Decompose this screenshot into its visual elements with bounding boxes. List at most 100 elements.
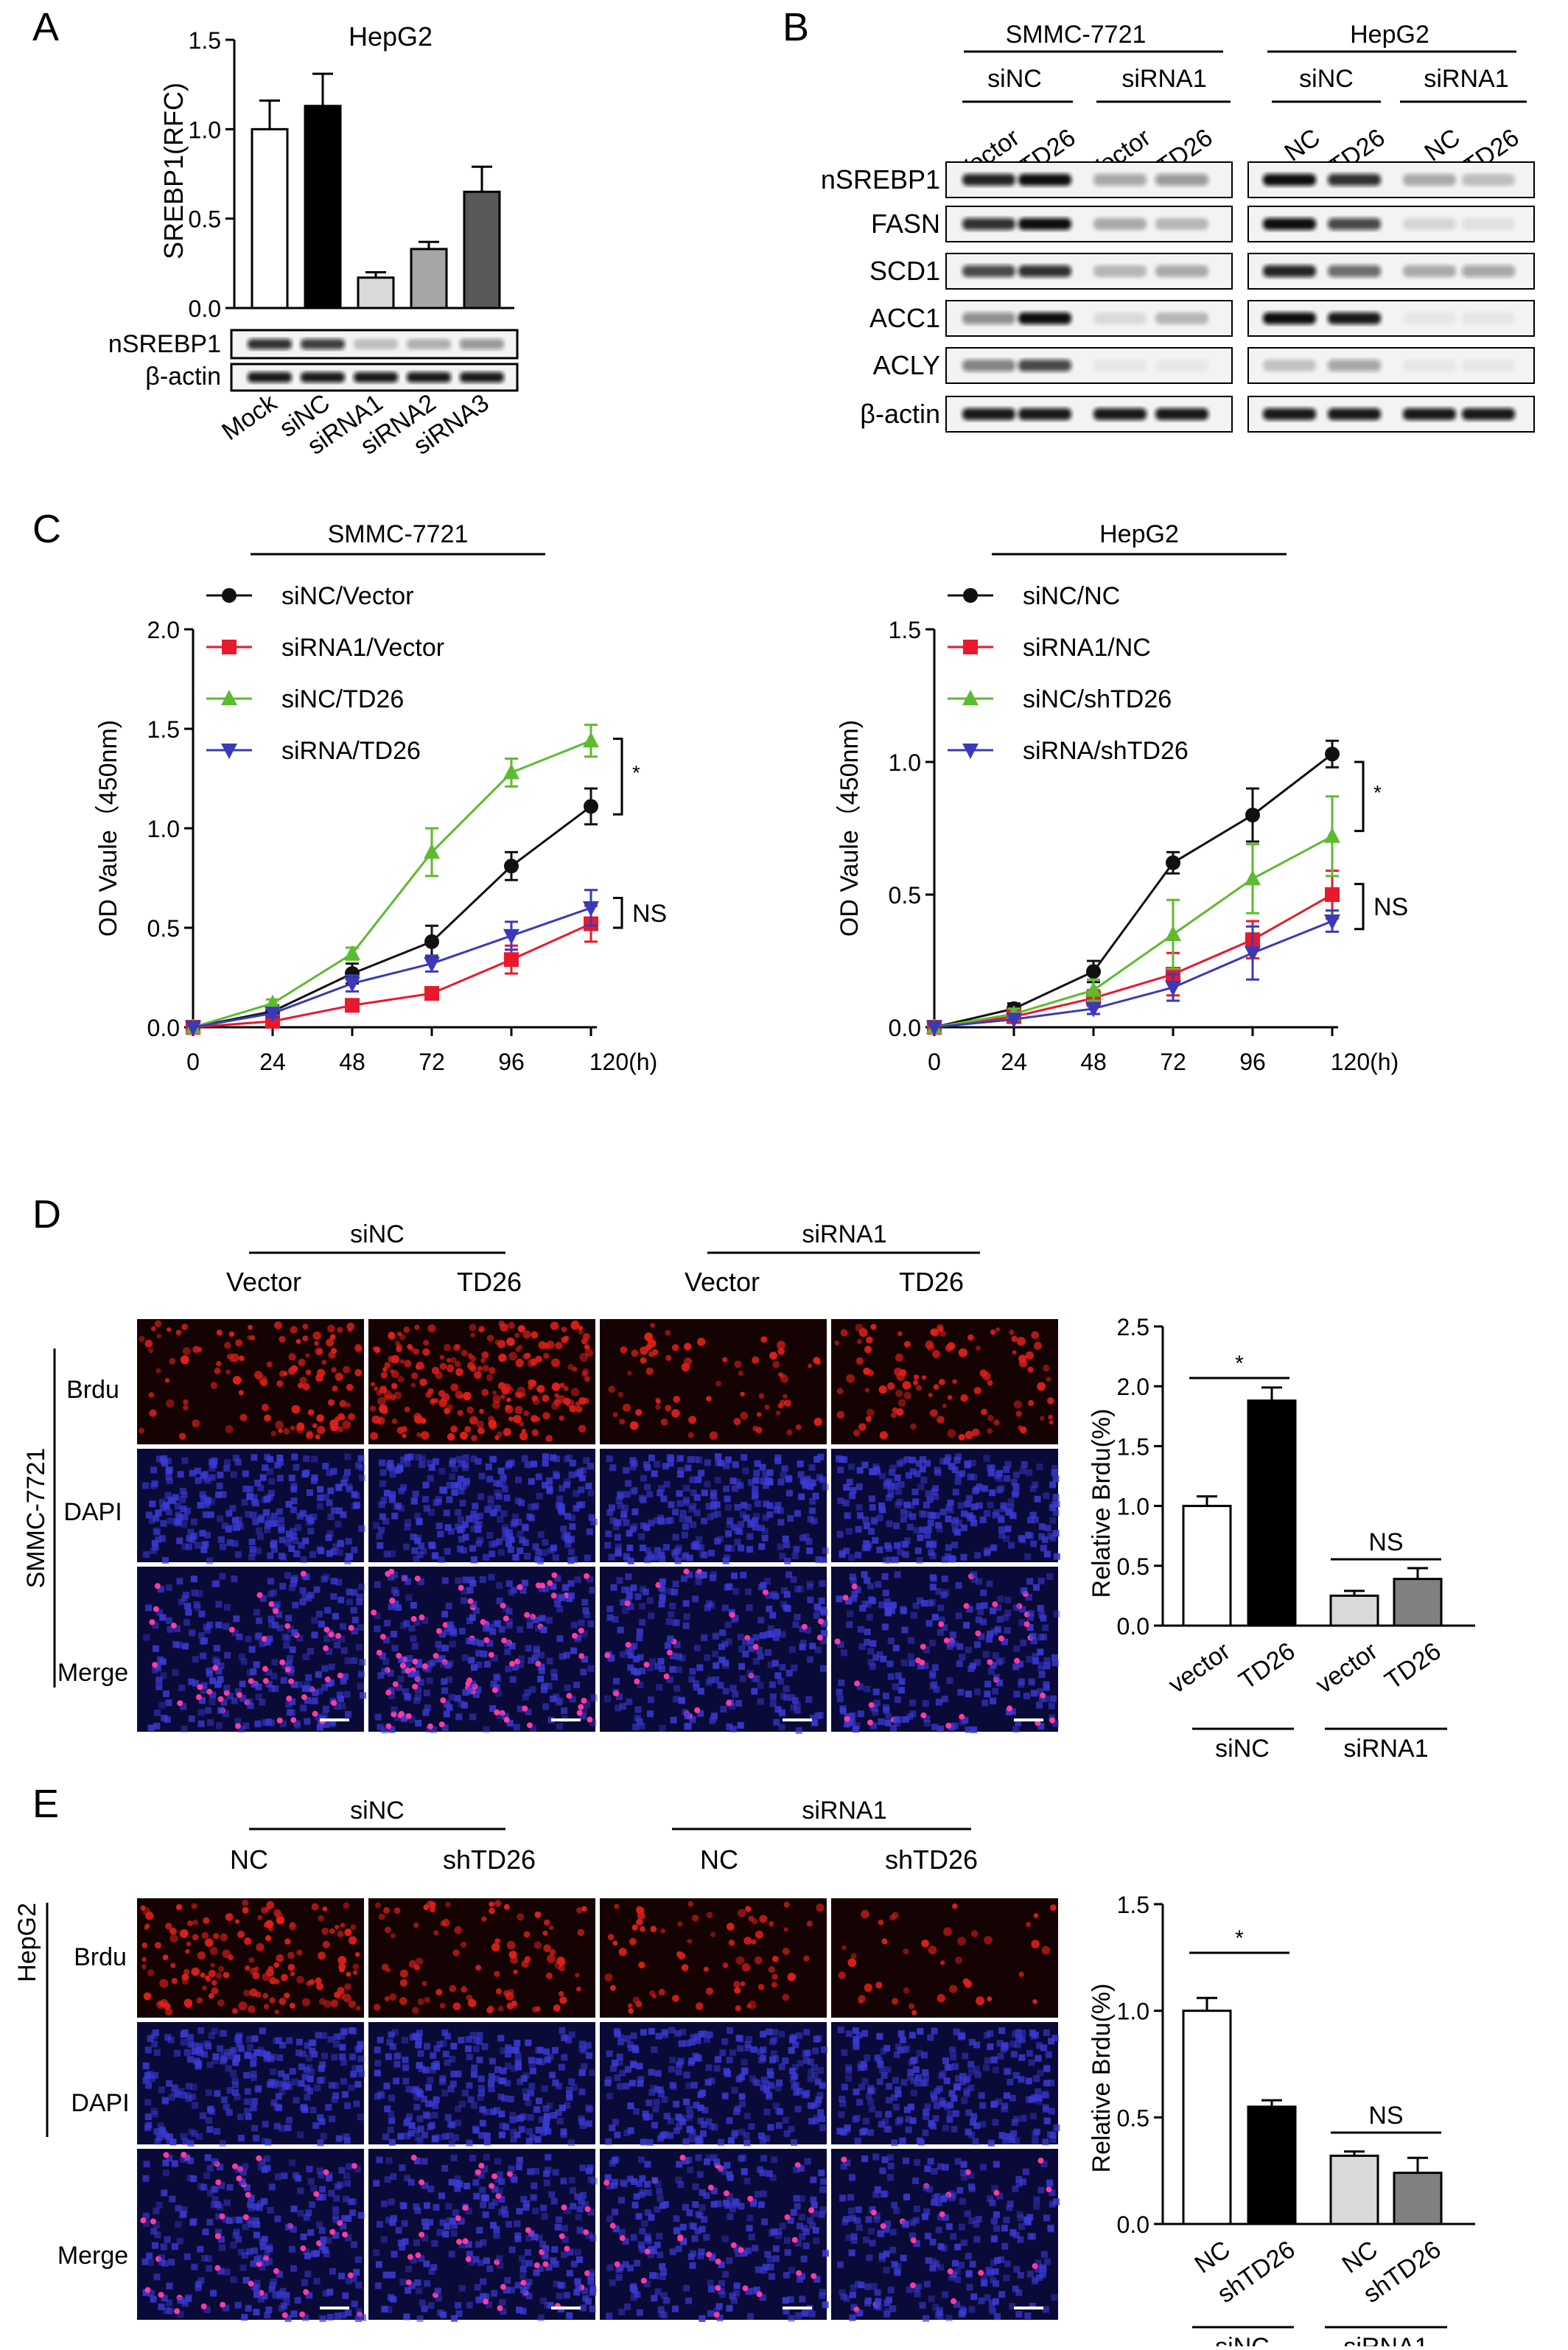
panel-d-cell-blue <box>345 1657 351 1664</box>
panel-d-cell-blue <box>537 1676 544 1682</box>
panel-e-cell-red <box>197 1997 203 2004</box>
panel-e-cell-blue <box>480 2120 486 2127</box>
panel-c-left-x-tick-label: 0 <box>186 1049 200 1075</box>
panel-e-cell-red <box>511 2001 517 2006</box>
panel-e-cell-blue <box>654 2099 660 2105</box>
panel-d-cell-blue <box>1020 1640 1026 1646</box>
panel-d-cell-red <box>395 1340 400 1346</box>
panel-e-cell-blue <box>661 2097 668 2103</box>
panel-d-cell-blue <box>626 1699 632 1705</box>
panel-d-cell-blue <box>644 1484 651 1491</box>
panel-d-cell-blue <box>291 1454 298 1461</box>
panel-e-cell-blue <box>949 2046 956 2053</box>
panel-d-cell-red <box>354 1369 362 1377</box>
panel-e-cell-blue <box>382 2133 389 2140</box>
panel-d-cell-merge <box>150 1619 155 1625</box>
panel-e-cell-blue <box>760 2138 766 2144</box>
panel-d-cell-blue <box>898 1687 905 1693</box>
panel-e-cell-blue <box>733 2108 740 2115</box>
panel-d-cell-blue <box>846 1621 853 1628</box>
panel-d-cell-blue <box>684 1713 690 1719</box>
panel-a-blot-band <box>407 372 451 382</box>
panel-e-cell-red <box>235 1920 239 1924</box>
panel-d-cell-red <box>841 1329 848 1337</box>
panel-d-cell-blue <box>987 1581 993 1587</box>
panel-d-cell-blue <box>805 1539 812 1545</box>
panel-d-cell-blue <box>569 1514 575 1521</box>
panel-d-cell-blue <box>1028 1610 1035 1617</box>
panel-d-cell-blue <box>150 1548 157 1554</box>
panel-a-blot-label-1: nSREBP1 <box>108 330 221 358</box>
panel-d-cell-blue <box>233 1615 239 1622</box>
panel-b-group-4: siRNA1 <box>1424 65 1508 93</box>
panel-d-cell-blue <box>395 1503 402 1509</box>
panel-d-cell-merge <box>412 1659 418 1665</box>
panel-d-cell-blue <box>976 1603 983 1609</box>
panel-d-col-2: TD26 <box>457 1267 522 1297</box>
panel-d-cell-red <box>494 1435 499 1440</box>
panel-d-cell-blue <box>267 1578 274 1584</box>
panel-e-cell-merge <box>299 2312 305 2318</box>
panel-a-y-tick-label: 0.5 <box>189 206 221 233</box>
panel-e-cell-red <box>170 1963 175 1968</box>
panel-e-cell-red <box>578 1929 585 1937</box>
panel-d-cell-blue <box>415 1720 421 1727</box>
panel-e-cell-red <box>355 1952 360 1957</box>
panel-e-cell-blue <box>309 2201 315 2208</box>
panel-e-cell-blue <box>668 2066 675 2073</box>
panel-d-cell-blue <box>1030 1540 1037 1547</box>
panel-d-cell-red <box>145 1340 153 1348</box>
panel-d-cell-blue <box>998 1526 1005 1533</box>
panel-e-cell-blue <box>175 2221 181 2228</box>
panel-d-cell-blue <box>877 1514 883 1521</box>
panel-d-cell-merge <box>843 1595 849 1601</box>
panel-d-cell-blue <box>710 1571 717 1578</box>
panel-e-cell-blue <box>441 2029 448 2036</box>
panel-e-cell-blue <box>177 2238 183 2245</box>
panel-d-cell-blue <box>283 1642 290 1648</box>
panel-e-cell-blue <box>164 2237 171 2243</box>
panel-d-cell-blue <box>206 1668 212 1674</box>
panel-d-cell-blue <box>356 1644 363 1651</box>
panel-d-cell-red <box>922 1375 926 1379</box>
panel-e-cell-blue <box>295 2049 302 2056</box>
panel-d-cell-red <box>937 1416 945 1424</box>
panel-d-cell-red <box>392 1419 398 1424</box>
panel-d-cell-merge <box>269 1601 275 1607</box>
panel-d-cell-blue <box>908 1502 914 1508</box>
panel-d-cell-red <box>572 1367 577 1372</box>
panel-d-cell-blue <box>886 1557 893 1564</box>
panel-d-cell-red <box>453 1344 460 1351</box>
panel-d-cell-blue <box>211 1462 217 1469</box>
panel-d-cell-blue <box>668 1588 674 1595</box>
panel-d-cell-blue <box>536 1474 542 1480</box>
panel-d-cell-blue <box>164 1716 171 1723</box>
panel-e-cell-red <box>758 1984 765 1990</box>
panel-d-cell-blue <box>1049 1517 1056 1524</box>
panel-d-cell-blue <box>546 1488 553 1494</box>
panel-d-cell-blue <box>217 1472 223 1478</box>
panel-d-cell-blue <box>807 1597 813 1604</box>
panel-e-cell-red <box>788 1973 796 1981</box>
panel-d-cell-blue <box>783 1694 790 1701</box>
panel-e-cell-blue <box>1035 2055 1042 2062</box>
panel-d-cell-blue <box>919 1511 925 1517</box>
panel-d-cell-blue <box>748 1479 755 1486</box>
panel-e-cell-blue <box>469 2155 476 2161</box>
panel-d-cell-blue <box>589 1587 596 1594</box>
panel-d-cell-blue <box>724 1545 731 1551</box>
panel-d-cell-blue <box>989 1489 995 1496</box>
panel-e-cell-blue <box>727 2027 733 2034</box>
panel-e-cell-blue <box>253 2291 260 2298</box>
panel-d-cell-blue <box>391 1631 397 1637</box>
panel-d-cell-merge <box>301 1571 307 1577</box>
panel-c-right-x-tick-label: 96 <box>1239 1049 1266 1075</box>
panel-d-cell-blue <box>162 1557 169 1564</box>
panel-d-cell-blue <box>256 1618 262 1624</box>
panel-d-cell-blue <box>782 1465 788 1472</box>
panel-d-cell-red <box>229 1358 234 1363</box>
panel-e-cell-red <box>276 1954 284 1962</box>
panel-d-scale-bar <box>1014 1718 1043 1721</box>
panel-d-cell-blue <box>307 1528 314 1534</box>
panel-e-cell-blue <box>389 2272 396 2279</box>
